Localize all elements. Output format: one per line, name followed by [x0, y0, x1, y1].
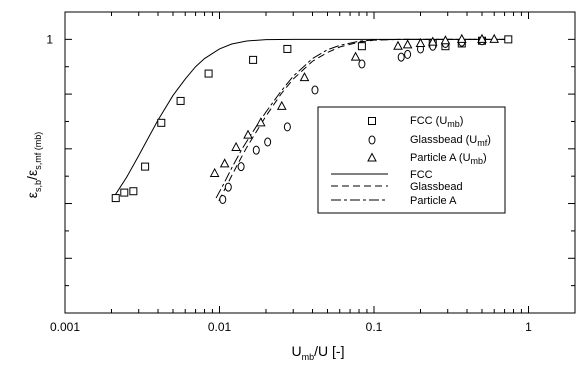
circle-data-point — [237, 162, 245, 172]
circle-data-point — [224, 182, 232, 192]
triangle-data-point — [393, 40, 403, 50]
circle-data-point — [219, 194, 227, 204]
axis-labels: Umb/U [-]εs,b/εs,mf (mb) — [24, 132, 344, 362]
legend-circle-marker — [368, 135, 376, 145]
legend-label-main: FCC (U — [410, 115, 447, 127]
legend-label: FCC — [410, 169, 433, 181]
triangle-data-point — [402, 39, 413, 49]
y-axis-title-subscript: s,b — [33, 180, 43, 192]
y-tick-label: 1 — [46, 32, 53, 46]
circle-data-point — [404, 49, 412, 59]
legend-square-marker — [368, 117, 376, 125]
plot-area-border — [64, 11, 576, 314]
legend-triangle-marker — [367, 152, 377, 162]
legend-label: Glassbead (Umf) — [410, 134, 491, 148]
triangle-data-point — [477, 33, 487, 43]
circle-data-point — [397, 52, 405, 62]
legend-label: Particle A — [410, 195, 457, 207]
x-tick-label: 0.1 — [366, 320, 383, 334]
square-data-point — [111, 194, 120, 203]
triangle-data-point — [255, 117, 266, 127]
legend-label-main: Particle A — [410, 195, 457, 207]
x-axis-title-main: U — [292, 343, 302, 359]
circle-data-point — [311, 85, 319, 95]
triangle-data-point — [299, 72, 310, 82]
square-data-point — [129, 187, 138, 196]
data-points — [111, 33, 513, 204]
legend-label-subscript: mb — [471, 156, 484, 166]
circle-data-point — [358, 59, 366, 69]
triangle-data-point — [415, 37, 426, 47]
triangle-data-point — [440, 35, 451, 45]
triangle-data-point — [231, 141, 241, 151]
legend-label: Glassbead — [410, 181, 463, 193]
legend-label-main: Glassbead (U — [410, 134, 477, 146]
legend-label-end: ) — [483, 152, 487, 164]
legend-label-main: Particle A (U — [410, 152, 471, 164]
legend-label-end: ) — [487, 134, 491, 146]
y-axis-title-epsilon: ε — [24, 192, 40, 198]
triangle-data-point — [209, 167, 220, 177]
plot-frame — [64, 11, 576, 314]
legend-label-end: ) — [460, 115, 464, 127]
square-data-point — [283, 44, 292, 53]
x-axis-title-subscript: mb — [302, 352, 315, 362]
x-axis-title-rest: /U [-] — [314, 343, 344, 359]
square-data-point — [120, 188, 129, 197]
x-tick-label: 1 — [525, 320, 532, 334]
legend-label-main: FCC — [410, 169, 433, 181]
curve-particle-a — [215, 38, 510, 199]
square-data-point — [249, 55, 258, 64]
square-data-point — [141, 162, 150, 171]
legend-box — [317, 106, 506, 214]
x-axis-title: Umb/U [-] — [292, 343, 345, 362]
y-axis-title-slash: / — [24, 176, 40, 180]
triangle-data-point — [276, 100, 287, 110]
triangle-data-point — [489, 33, 500, 43]
x-tick-label: 0.001 — [50, 320, 80, 334]
triangle-data-point — [427, 36, 438, 46]
legend-label-main: Glassbead — [410, 181, 463, 193]
triangle-data-point — [350, 51, 361, 61]
triangle-data-point — [456, 33, 467, 43]
axis-ticks: 0.001 0.01 0.1 1 1 — [46, 12, 576, 334]
legend-label-subscript: mb — [447, 119, 460, 129]
triangle-data-point — [219, 158, 230, 168]
square-data-point — [204, 69, 213, 78]
circle-data-point — [264, 137, 272, 147]
legend-label: FCC (Umb) — [410, 115, 463, 129]
x-tick-label: 0.01 — [208, 320, 232, 334]
y-axis-title-epsilon: ε — [24, 170, 40, 176]
circle-data-point — [252, 145, 260, 155]
y-axis-title-subscript: s,mf (mb) — [33, 132, 43, 170]
square-data-point — [157, 118, 166, 127]
fit-curves — [112, 38, 510, 202]
square-data-point — [504, 35, 513, 44]
legend: FCC (Umb)Glassbead (Umf)Particle A (Umb)… — [317, 106, 506, 214]
square-data-point — [176, 96, 185, 105]
triangle-data-point — [243, 129, 253, 139]
y-axis-title: εs,b/εs,mf (mb) — [24, 132, 43, 198]
circle-data-point — [283, 122, 291, 132]
legend-label-subscript: mf — [477, 138, 487, 148]
curve-fcc — [112, 38, 510, 199]
legend-label: Particle A (Umb) — [410, 152, 487, 166]
square-data-point — [357, 42, 366, 51]
